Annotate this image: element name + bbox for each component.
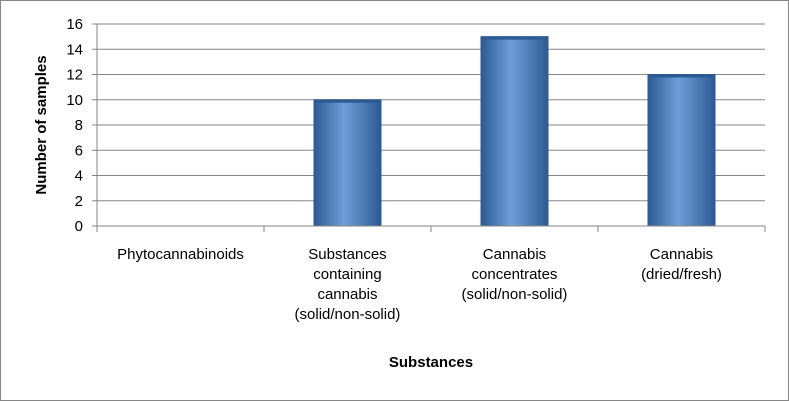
bars [313, 36, 716, 227]
x-category-label-line: Substances [308, 246, 386, 263]
x-category-label-line: (dried/fresh) [641, 266, 722, 283]
bar-cap [481, 36, 548, 40]
y-tick-label: 2 [75, 193, 83, 210]
x-category-label-line: Phytocannabinoids [117, 246, 244, 263]
x-category-label-line: containing [313, 266, 381, 283]
y-tick-label: 10 [66, 92, 83, 109]
y-tick-label: 0 [75, 218, 83, 235]
x-category-label: Cannabis concentrates (solid/non-solid) [462, 246, 568, 303]
bar [647, 74, 716, 227]
y-tick-label: 16 [66, 16, 83, 33]
y-tick-label: 4 [75, 168, 83, 185]
x-category-label-line: (solid/non-solid) [462, 286, 568, 303]
bar-cap [648, 74, 715, 78]
y-tick-label: 6 [75, 142, 83, 159]
axes [92, 23, 766, 232]
bar [313, 99, 382, 227]
x-category-label-line: cannabis [317, 286, 377, 303]
x-category-label-line: Cannabis [483, 246, 546, 263]
x-category-label-line: concentrates [472, 266, 558, 283]
x-category-label: Cannabis (dried/fresh) [641, 246, 722, 283]
x-category-label-line: (solid/non-solid) [295, 306, 401, 323]
y-tick-label: 12 [66, 67, 83, 84]
bar-cap [314, 99, 381, 103]
x-category-label: Substances containing cannabis (solid/non-s… [295, 246, 401, 323]
y-tick-label: 14 [66, 41, 83, 58]
x-category-label: Phytocannabinoids [117, 246, 244, 263]
y-tick-label: 8 [75, 117, 83, 134]
bar [480, 36, 549, 227]
x-axis-title: Substances [389, 354, 473, 371]
y-axis-title: Number of samples [33, 55, 50, 194]
labels: 0 2 4 6 8 10 12 14 16 Phytocannabinoids Substances… [66, 16, 722, 323]
x-category-label-line: Cannabis [650, 246, 713, 263]
